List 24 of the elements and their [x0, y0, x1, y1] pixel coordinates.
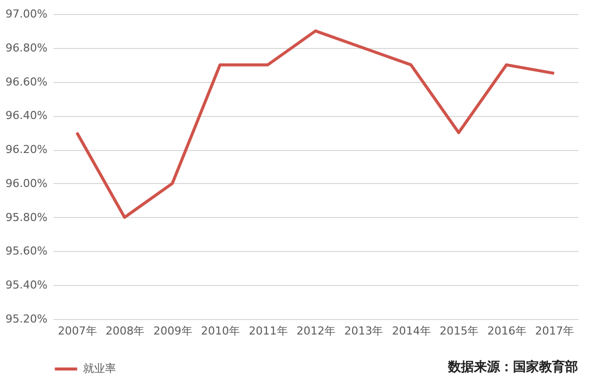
y-tick-label: 96.40%: [6, 109, 48, 122]
y-tick-label: 95.40%: [6, 278, 48, 292]
line-series: [75, 29, 556, 219]
y-tick-label: 95.80%: [6, 210, 48, 224]
x-tick-label: 2008年: [106, 324, 145, 338]
x-tick-label: 2009年: [153, 324, 192, 338]
source-note: 数据来源：国家教育部: [447, 359, 578, 375]
y-tick-label: 96.80%: [6, 41, 48, 54]
y-tick-label: 97.00%: [6, 8, 48, 20]
x-tick-label: 2007年: [58, 324, 97, 338]
x-tick-label: 2012年: [296, 324, 336, 338]
x-tick-label: 2013年: [344, 324, 384, 338]
x-tick-label: 2010年: [201, 324, 240, 338]
x-tick-label: 2011年: [248, 324, 288, 338]
y-tick-label: 96.60%: [6, 75, 48, 88]
y-tick-label: 96.20%: [6, 143, 48, 156]
x-tick-label: 2017年: [535, 324, 574, 338]
x-tick-label: 2014年: [392, 324, 431, 338]
legend-label: 就业率: [83, 362, 116, 375]
x-tick-label: 2016年: [487, 324, 526, 338]
x-tick-label: 2015年: [440, 324, 479, 338]
y-tick-label: 95.20%: [6, 312, 48, 326]
y-tick-label: 95.60%: [6, 244, 48, 258]
y-tick-label: 96.00%: [6, 176, 48, 190]
